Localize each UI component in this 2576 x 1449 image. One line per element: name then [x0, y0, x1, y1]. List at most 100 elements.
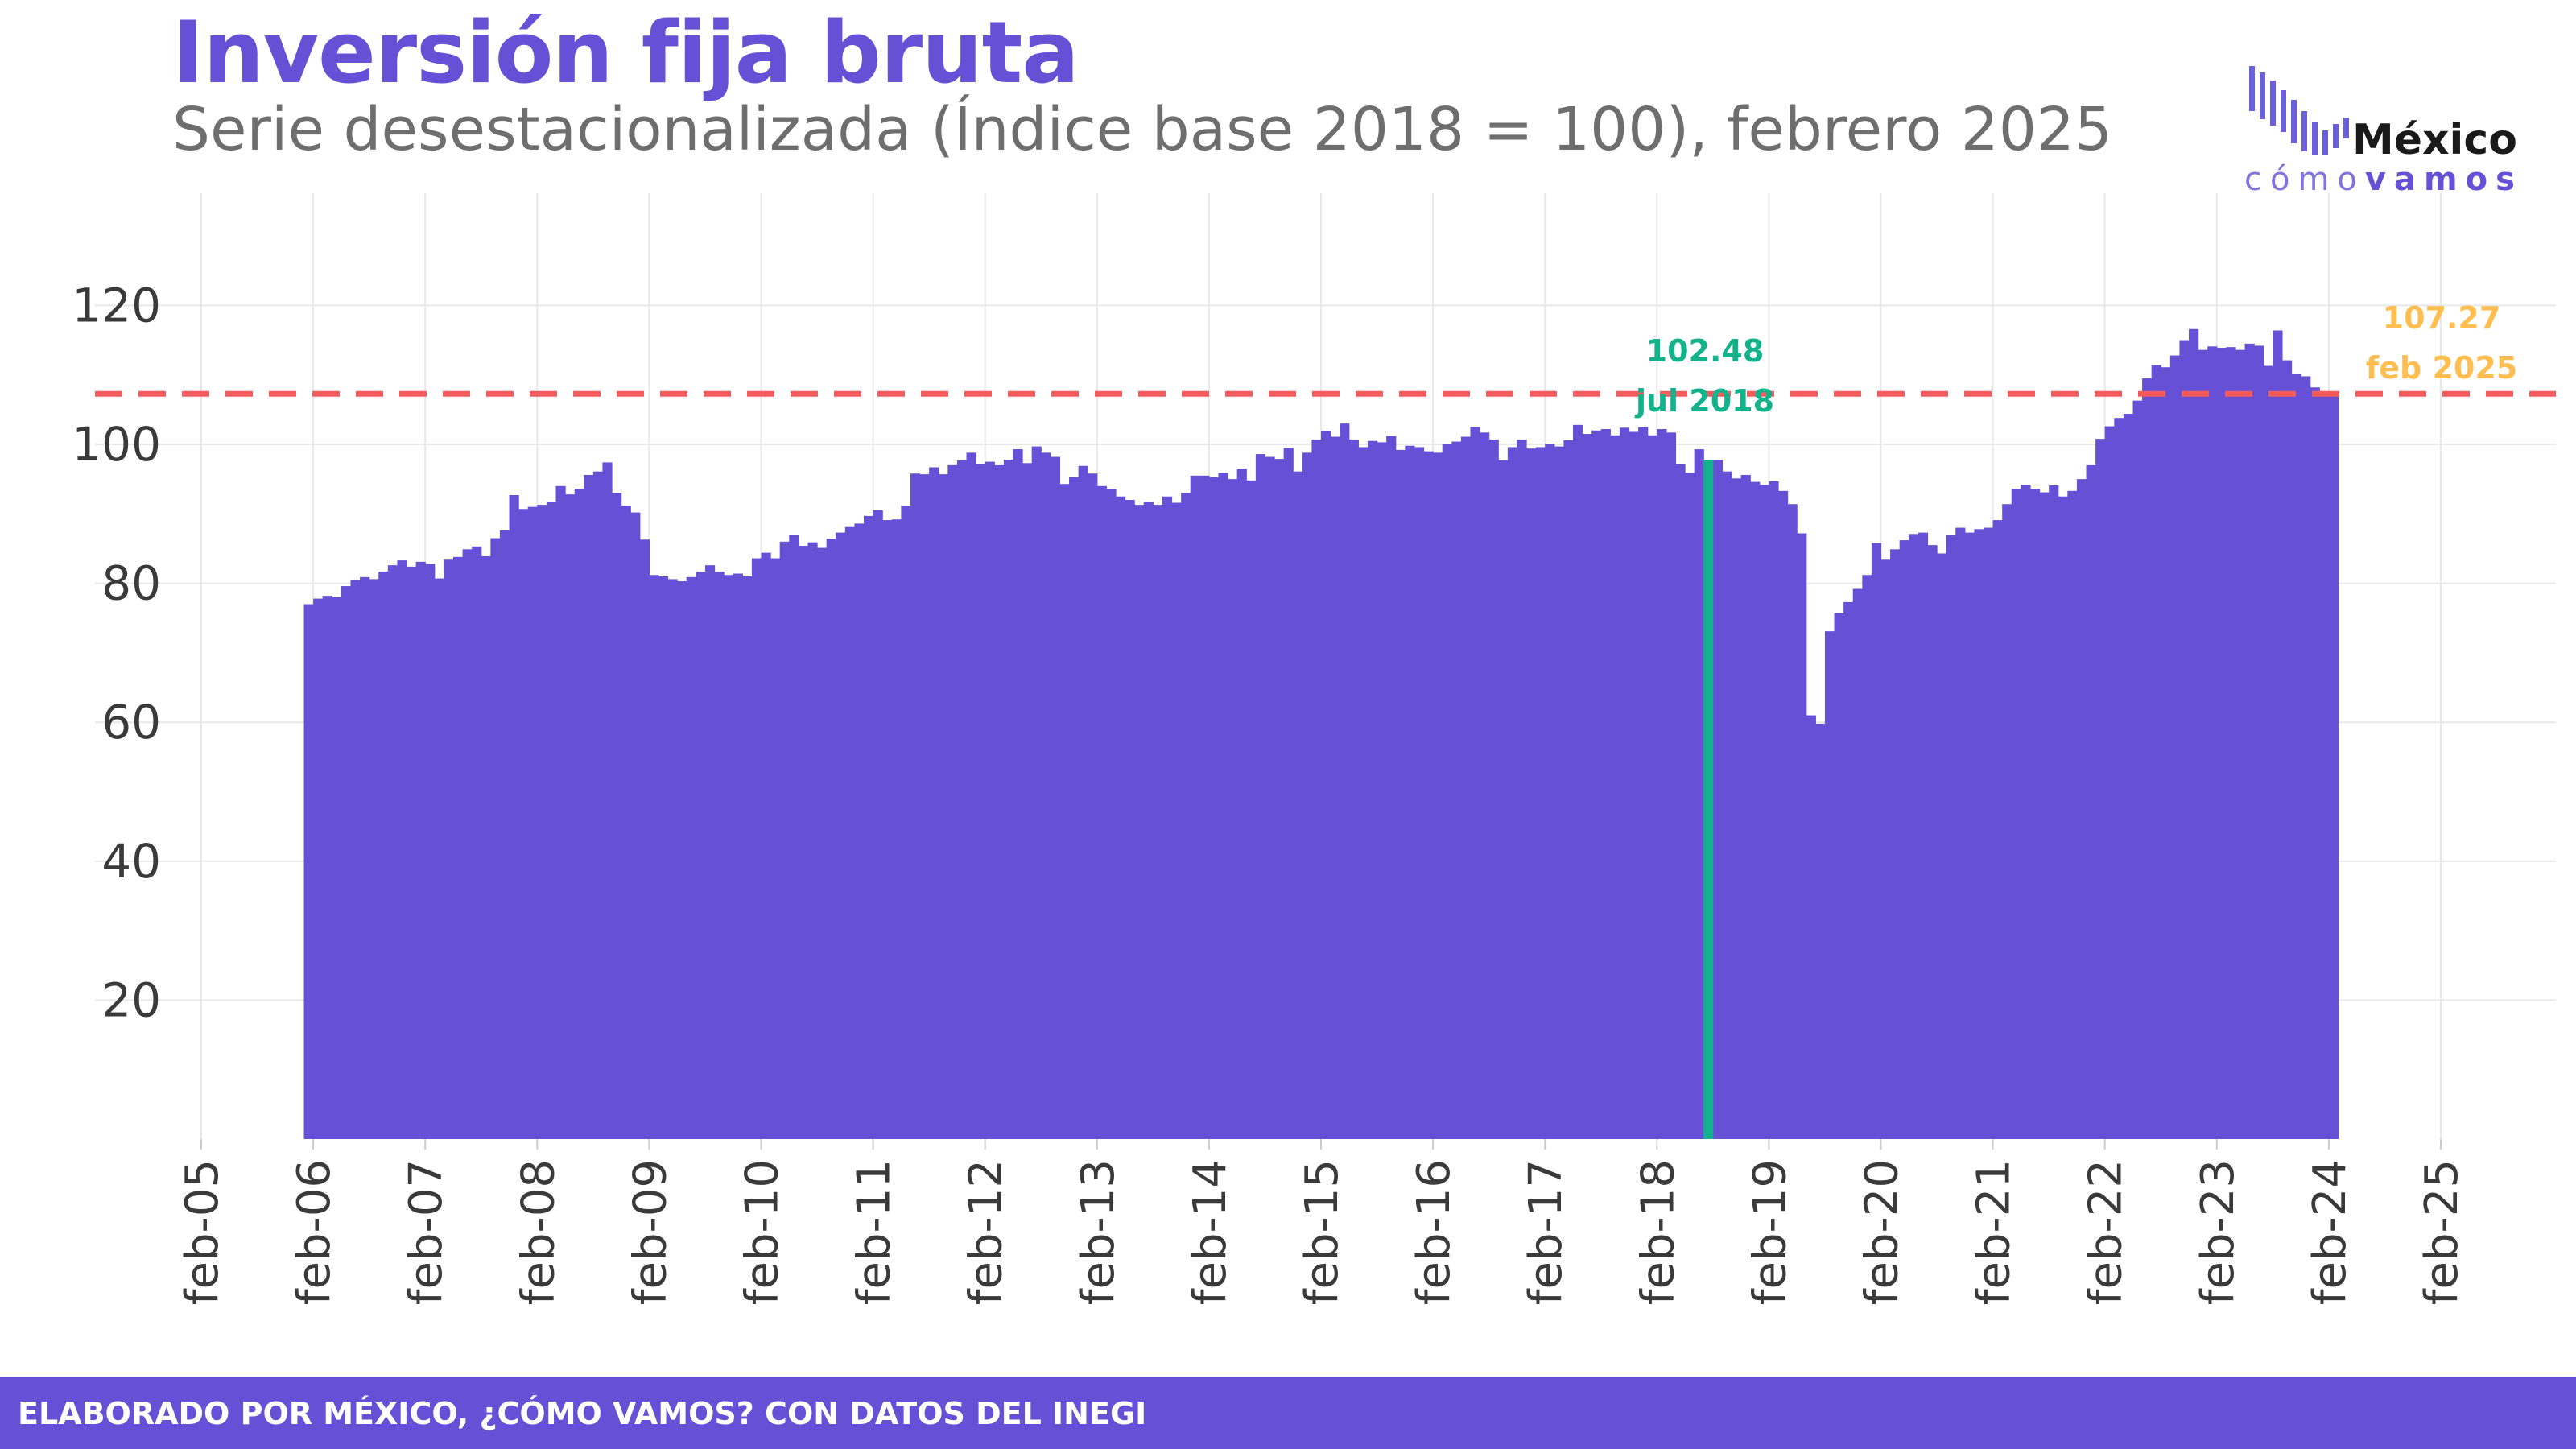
bar [1526, 448, 1537, 1139]
logo-tagline-vamos: vamos [2364, 161, 2523, 198]
bar [1545, 444, 1555, 1139]
bar [807, 542, 818, 1139]
bar [2310, 387, 2320, 1140]
bar [1732, 478, 1742, 1139]
bar [1022, 463, 1033, 1139]
bar [1507, 447, 1518, 1139]
bar [789, 535, 799, 1139]
bar [1096, 485, 1107, 1139]
bar [1115, 496, 1126, 1139]
bar [1815, 723, 1826, 1139]
bar [1787, 504, 1798, 1139]
bar [1134, 505, 1145, 1139]
bar [630, 512, 641, 1139]
bar [2029, 489, 2041, 1139]
bar [341, 586, 352, 1139]
x-tick-label: feb-05 [176, 1159, 229, 1305]
bar [481, 555, 491, 1139]
bar [1927, 545, 1938, 1139]
bar [1367, 440, 1378, 1139]
bar [472, 546, 482, 1139]
bar [2281, 360, 2293, 1140]
bar [1423, 451, 1434, 1139]
bar [592, 471, 604, 1139]
bar [452, 556, 464, 1139]
bar [546, 502, 557, 1139]
bar [2198, 349, 2208, 1139]
bar [369, 579, 379, 1139]
bar [1013, 449, 1023, 1139]
bar [1955, 527, 1966, 1139]
bar [1685, 473, 1695, 1139]
bar [1480, 432, 1490, 1139]
bar [1517, 439, 1527, 1139]
bar [1937, 553, 1947, 1139]
footer-source-text: ELABORADO POR MÉXICO, ¿CÓMO VAMOS? CON D… [18, 1396, 1147, 1431]
bar [1377, 442, 1387, 1139]
bar [1199, 475, 1210, 1139]
bar [2328, 394, 2339, 1139]
bar [1777, 490, 1789, 1139]
bar [2207, 346, 2218, 1139]
bar [322, 596, 332, 1139]
bar [303, 604, 314, 1139]
bar [1769, 481, 1779, 1139]
bar [817, 547, 828, 1139]
bar [1460, 436, 1472, 1139]
bar [770, 558, 781, 1139]
bar [1153, 505, 1163, 1139]
bar [1610, 435, 1620, 1139]
x-tick-label: feb-22 [2080, 1159, 2132, 1305]
bar-series [303, 328, 2339, 1140]
bar [2226, 347, 2236, 1139]
bar [1488, 439, 1499, 1139]
bar [696, 571, 706, 1139]
bar [1293, 471, 1303, 1139]
bar [1582, 434, 1592, 1139]
bar [751, 558, 762, 1139]
bar [667, 579, 678, 1139]
bar [1918, 532, 1929, 1139]
x-tick-label: feb-06 [288, 1159, 341, 1305]
x-tick-label: feb-14 [1184, 1159, 1236, 1305]
bar [985, 461, 995, 1139]
bar [1871, 543, 1882, 1139]
bar [2095, 439, 2106, 1139]
bar [1638, 427, 1649, 1139]
bar [1190, 475, 1200, 1139]
bar [1283, 448, 1294, 1139]
bar [1088, 473, 1098, 1139]
bar [397, 560, 407, 1139]
bar [1236, 469, 1247, 1139]
annotation-date-label: feb 2025 [2366, 350, 2518, 386]
bar [1619, 427, 1630, 1139]
bar [966, 452, 976, 1139]
bar [378, 571, 389, 1139]
bar [387, 565, 398, 1139]
logo-tagline: cómovamos [2244, 161, 2523, 198]
bar [891, 519, 902, 1139]
x-tick-label: feb-10 [737, 1159, 789, 1305]
bar [956, 460, 968, 1139]
bar [490, 538, 501, 1139]
bar [1003, 459, 1014, 1139]
bar [1340, 423, 1350, 1139]
bar [2011, 489, 2021, 1139]
bar [1554, 446, 1564, 1139]
bar [360, 576, 370, 1139]
bar [2114, 418, 2124, 1139]
bar [761, 552, 771, 1139]
bar [1880, 559, 1891, 1139]
x-tick-label: feb-20 [1856, 1159, 1909, 1305]
chart-subtitle: Serie desestacionalizada (Índice base 20… [172, 95, 2113, 164]
bar [779, 541, 790, 1139]
bar [1712, 459, 1724, 1139]
bar [1433, 452, 1443, 1139]
x-tick-label: feb-17 [1520, 1159, 1572, 1305]
bar [947, 464, 958, 1139]
annotations: 102.48 jul 2018 107.27 feb 2025 [1634, 300, 2517, 419]
bar [704, 565, 716, 1139]
bar [2039, 492, 2050, 1139]
bar [1143, 502, 1154, 1139]
